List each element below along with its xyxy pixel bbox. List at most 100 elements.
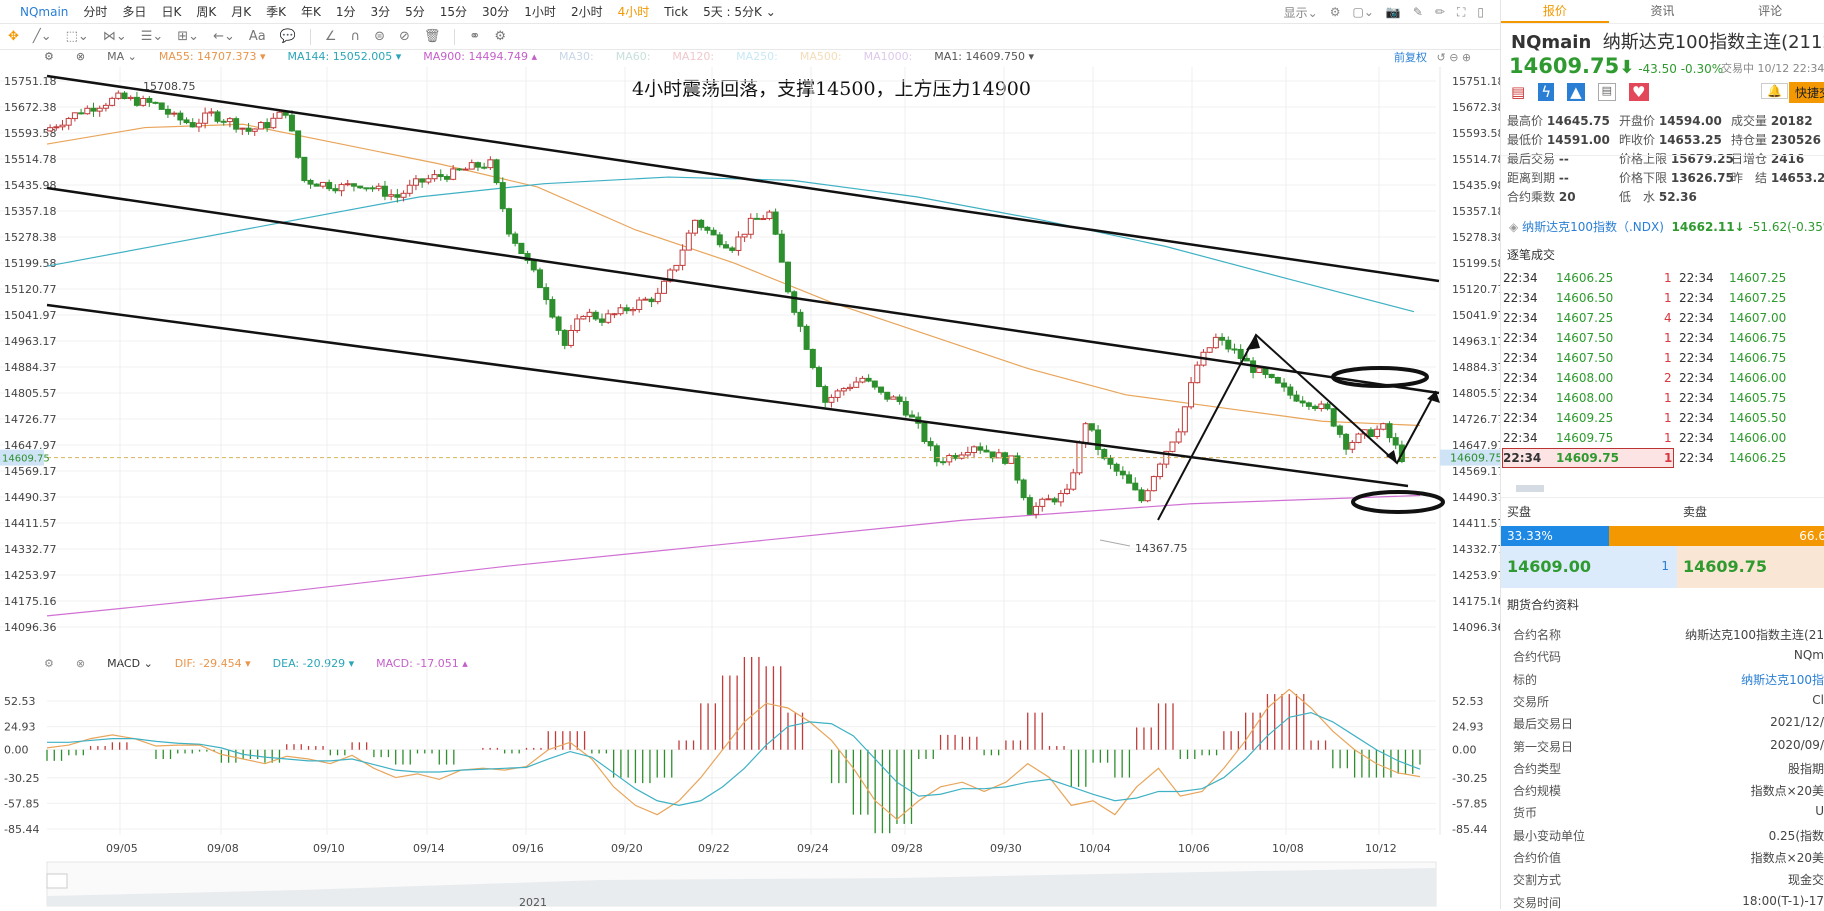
chart-tool-1[interactable]: ⚙	[1329, 5, 1341, 19]
macd-name[interactable]: MACD ⌄	[107, 657, 153, 670]
period-8[interactable]: 3分	[370, 5, 391, 19]
note-icon[interactable]: ▤	[1597, 83, 1617, 101]
candle-body	[847, 386, 854, 390]
drawing-tool-icon-4[interactable]: ☰⌄	[140, 29, 164, 44]
period-14[interactable]: 4小时	[617, 5, 650, 19]
favorite-icon[interactable]: ♥	[1629, 83, 1649, 101]
period-2[interactable]: 日K	[161, 5, 182, 19]
trade-row: 22:34 14607.50 1 22:34 14606.75	[1501, 328, 1824, 348]
drawing-tool-icon-10[interactable]: ∩	[350, 29, 361, 44]
candle-body	[853, 381, 860, 388]
period-1[interactable]: 多日	[122, 5, 147, 19]
chart-tool-3[interactable]: 📷	[1385, 5, 1401, 19]
candle-body	[617, 307, 624, 315]
candle-body	[1219, 336, 1226, 341]
chart-tool-5[interactable]: ✏	[1434, 5, 1445, 19]
drawing-tool-icon-11[interactable]: ⊜	[374, 29, 385, 44]
trade-cell: 14605.50	[1729, 411, 1787, 425]
candle-body	[456, 168, 463, 171]
chart-icon[interactable]: ▲	[1567, 83, 1585, 101]
bell-icon[interactable]: 🔔	[1761, 83, 1788, 99]
period-6[interactable]: 年K	[300, 5, 321, 19]
ma-selector[interactable]: MA ⌄	[107, 49, 137, 63]
candle-body	[611, 313, 618, 316]
stat-value: 20182	[1770, 114, 1813, 128]
drawing-tool-icon-5[interactable]: ⊞⌄	[177, 29, 200, 44]
candle-body	[1312, 405, 1319, 409]
trade-cell: 14609.75	[1556, 431, 1614, 445]
period-11[interactable]: 30分	[482, 5, 510, 19]
settings-icon[interactable]: ⚙	[44, 657, 54, 670]
drawing-tool-icon-13[interactable]: 🗑	[423, 29, 441, 44]
chart-tool-6[interactable]: ⛶	[1456, 4, 1466, 19]
trade-cell: 14606.75	[1729, 351, 1787, 365]
drawing-tool-icon-7[interactable]: Aa	[248, 29, 266, 44]
trade-cell: 22:34	[1503, 271, 1538, 285]
period-16[interactable]: 5天 : 5分K ⌄	[703, 5, 776, 19]
us-flag-icon[interactable]: ▤	[1511, 83, 1526, 101]
close-icon[interactable]: ⊗	[75, 49, 86, 63]
candle-body	[741, 233, 748, 238]
stat-label: 持仓量	[1731, 133, 1768, 147]
candle-body	[1188, 382, 1195, 408]
drawing-tool-icon-1[interactable]: ╱⌄	[32, 29, 52, 44]
bid-box[interactable]: 14609.00 1	[1501, 546, 1677, 588]
price-chart[interactable]: 15751.18 15751.18 15672.38 15672.38 15593.58…	[0, 0, 1500, 909]
price-tick-right: 14726.77	[1452, 413, 1500, 426]
quick-trade-button[interactable]: 快捷交	[1789, 82, 1824, 103]
chart-tool-2[interactable]: ▢⌄	[1352, 5, 1374, 19]
drawing-tool-icon-9[interactable]: ∠	[324, 29, 337, 44]
drawing-tool-icon-6[interactable]: ←⌄	[213, 29, 235, 44]
divider	[454, 28, 456, 45]
scrollbar[interactable]	[1516, 485, 1544, 492]
index-row[interactable]: ◈ 纳斯达克100指数（.NDX) 14662.11↓ -51.62(-0.35…	[1509, 218, 1824, 235]
settings-icon[interactable]: ⚙	[44, 49, 54, 63]
chart-tool-0[interactable]: 显示⌄	[1283, 5, 1318, 20]
candle-body	[1336, 425, 1343, 435]
drawing-tool-icon-3[interactable]: ⋈⌄	[102, 29, 127, 44]
chart-tool-7[interactable]: ▯	[1477, 5, 1484, 19]
info-value: 18:00(T-1)-17	[1742, 893, 1824, 908]
drawing-tool-icon-0[interactable]: ✥	[8, 29, 19, 44]
period-15[interactable]: Tick	[664, 4, 689, 19]
period-7[interactable]: 1分	[335, 5, 356, 19]
candle-body	[778, 233, 785, 263]
period-3[interactable]: 周K	[196, 5, 217, 19]
layers-icon: ◈	[1509, 220, 1519, 234]
drawing-tool-icon-8[interactable]: 💬	[279, 29, 296, 44]
tab-quote[interactable]: 报价	[1501, 0, 1609, 23]
candle-body	[921, 422, 928, 443]
flash-icon[interactable]: ϟ	[1538, 83, 1555, 101]
period-5[interactable]: 季K	[266, 5, 286, 19]
period-0[interactable]: 分时	[83, 5, 108, 19]
candle-body	[431, 174, 438, 180]
period-12[interactable]: 1小时	[524, 5, 556, 19]
adjust-label[interactable]: 前复权	[1394, 51, 1427, 64]
trades-title: 逐笔成交	[1507, 248, 1556, 262]
drawing-tool-icon-2[interactable]: ⬚⌄	[65, 29, 89, 44]
date-tick: 09/10	[313, 842, 345, 855]
chart-tool-4[interactable]: ✎	[1412, 5, 1423, 19]
trade-cell: 14606.25	[1729, 451, 1787, 465]
drawing-tool-icon-14[interactable]: ⚭	[469, 29, 481, 44]
macd-indicator-header: ⚙ ⊗ MACD ⌄ DIF: -29.454 ▾ DEA: -20.929 ▾…	[44, 657, 468, 670]
period-13[interactable]: 2小时	[570, 5, 603, 19]
adjust-button[interactable]: 前复权 ↺ ⊖ ⊕	[1394, 49, 1471, 65]
price-tick-right: 14569.17	[1452, 465, 1500, 478]
ask-box[interactable]: 14609.75	[1677, 546, 1824, 588]
zoom-controls[interactable]: ↺ ⊖ ⊕	[1436, 51, 1472, 64]
date-tick: 09/30	[990, 842, 1022, 855]
close-icon[interactable]: ⊗	[75, 657, 86, 670]
stat-2-2: 日增仓 2416	[1731, 150, 1804, 167]
drawing-tool-icon-15[interactable]: ⚙	[494, 29, 506, 44]
tab-news[interactable]: 资讯	[1650, 4, 1675, 18]
period-4[interactable]: 月K	[231, 5, 252, 19]
period-9[interactable]: 5分	[405, 5, 425, 19]
drawing-tool-icon-12[interactable]: ⊘	[399, 29, 410, 44]
stat-0-1: 开盘价 14594.00	[1619, 112, 1722, 129]
candle-body	[115, 92, 122, 99]
tab-comments[interactable]: 评论	[1758, 4, 1783, 18]
stat-label: 昨收价	[1619, 133, 1656, 147]
index-name[interactable]: 纳斯达克100指数（.NDX)	[1522, 220, 1664, 234]
period-10[interactable]: 15分	[439, 5, 468, 19]
